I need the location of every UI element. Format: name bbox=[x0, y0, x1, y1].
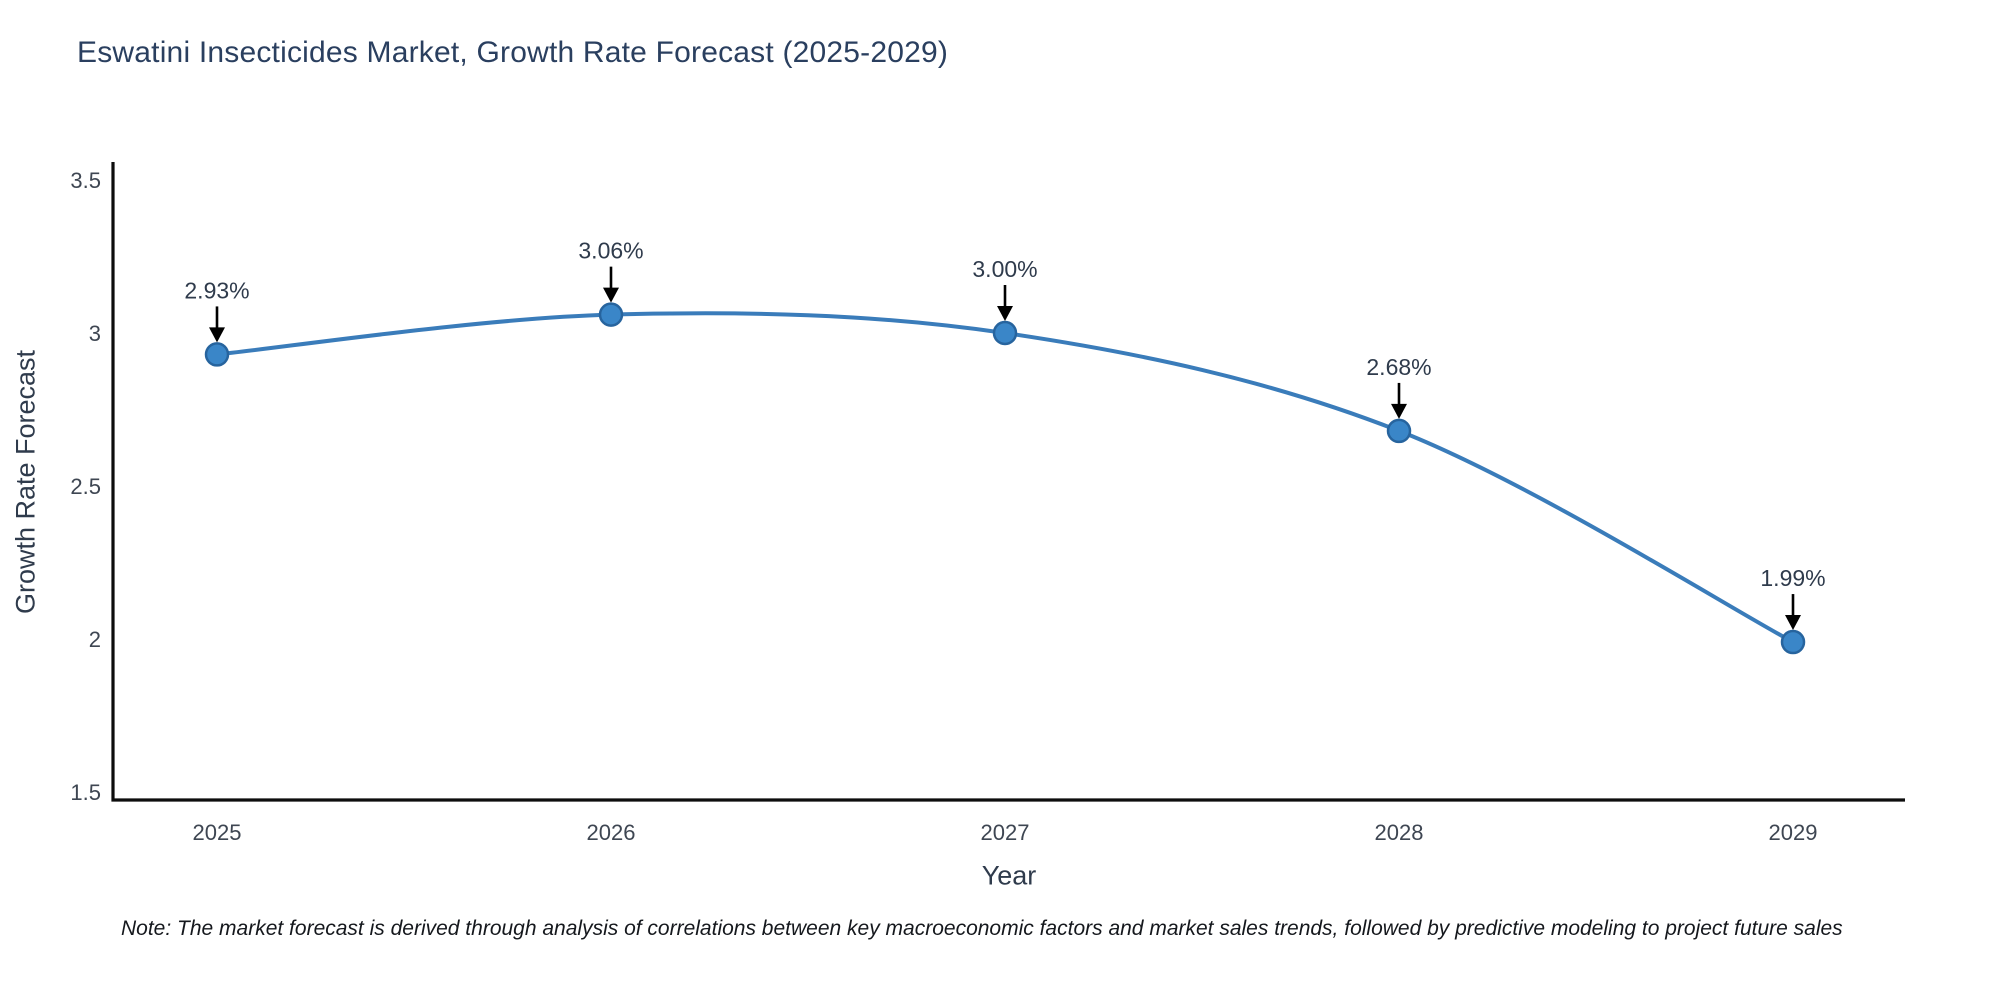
annotation-arrow-head bbox=[1391, 403, 1407, 419]
x-tick-label: 2028 bbox=[1375, 820, 1424, 845]
data-point-label: 3.00% bbox=[972, 256, 1037, 282]
y-tick-label: 1.5 bbox=[70, 780, 101, 805]
x-axis-title: Year bbox=[981, 860, 1037, 891]
x-tick-label: 2026 bbox=[587, 820, 636, 845]
data-point-label: 3.06% bbox=[578, 238, 643, 264]
data-point-label: 1.99% bbox=[1760, 565, 1825, 591]
annotation-arrow-head bbox=[1785, 615, 1801, 631]
x-tick-label: 2025 bbox=[193, 820, 242, 845]
y-tick-label: 3.5 bbox=[70, 168, 101, 193]
footnote: Note: The market forecast is derived thr… bbox=[121, 917, 1843, 940]
x-tick-label: 2027 bbox=[981, 820, 1030, 845]
data-point-marker[interactable] bbox=[204, 342, 230, 367]
y-tick-label: 2.5 bbox=[70, 474, 101, 499]
data-point-marker[interactable] bbox=[1780, 629, 1806, 655]
data-point-marker[interactable] bbox=[992, 320, 1018, 346]
y-tick-label: 2 bbox=[89, 627, 101, 652]
data-point-label: 2.68% bbox=[1366, 354, 1431, 380]
x-tick-label: 2029 bbox=[1769, 820, 1818, 845]
axis-spines bbox=[111, 162, 1905, 802]
data-point-label: 2.93% bbox=[184, 277, 249, 303]
annotation-arrow-head bbox=[997, 306, 1013, 321]
y-axis-title: Growth Rate Forecast bbox=[10, 349, 41, 615]
annotation-arrow-head bbox=[603, 287, 619, 303]
data-point-marker[interactable] bbox=[1386, 418, 1412, 444]
trend-line bbox=[215, 311, 1795, 645]
chart-title: Eswatini Insecticides Market, Growth Rat… bbox=[77, 36, 949, 69]
annotation-arrow-head bbox=[209, 327, 225, 343]
data-point-marker[interactable] bbox=[598, 302, 624, 327]
y-tick-label: 3 bbox=[89, 321, 101, 346]
